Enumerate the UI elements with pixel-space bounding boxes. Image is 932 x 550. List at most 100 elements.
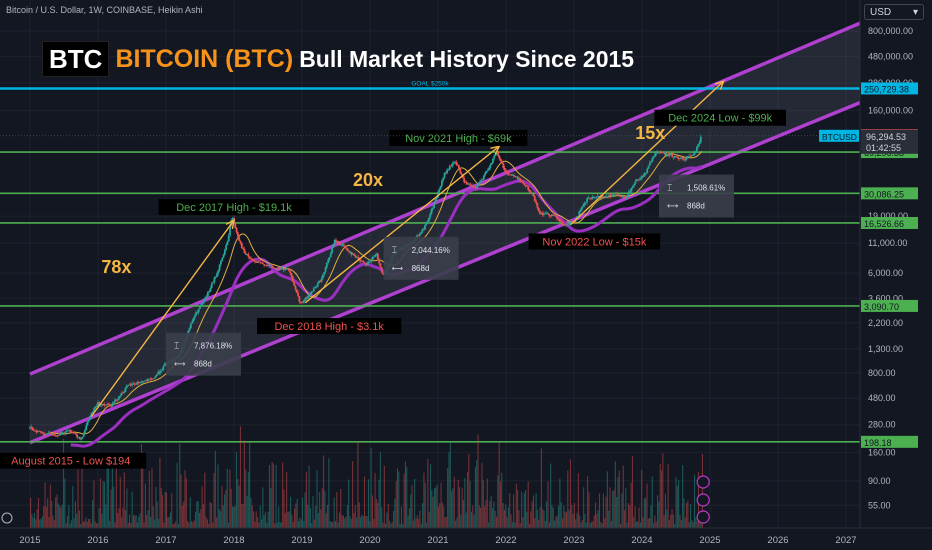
volume-bar <box>642 517 644 528</box>
candle-body <box>320 278 323 282</box>
measure-percent: 7,876.18% <box>194 342 232 351</box>
candle-body <box>70 431 73 433</box>
volume-bar <box>683 498 685 528</box>
candle-body <box>427 217 430 222</box>
candle-body <box>115 399 118 401</box>
candle-body <box>335 239 337 243</box>
volume-bar <box>228 522 230 528</box>
volume-bar <box>600 521 602 528</box>
candle-body <box>332 244 335 248</box>
volume-bar <box>551 505 553 528</box>
volume-bar <box>601 523 603 528</box>
volume-bar <box>403 474 405 528</box>
volume-bar <box>587 476 589 528</box>
price-tag <box>861 216 918 229</box>
candle-body <box>480 180 483 182</box>
candle-body <box>582 205 585 208</box>
volume-bar <box>583 487 585 528</box>
volume-bar <box>78 510 80 528</box>
volume-bar <box>472 505 474 528</box>
volume-bar <box>360 517 362 528</box>
candle-body <box>541 212 544 216</box>
volume-bar <box>664 493 667 528</box>
volume-bar <box>179 443 181 528</box>
volume-bar <box>431 490 433 528</box>
volume-bar <box>410 494 412 528</box>
candle-body <box>499 159 502 162</box>
candle-body <box>468 183 471 185</box>
volume-bar <box>447 468 449 528</box>
volume-bar <box>449 441 451 528</box>
chart-title: BTC BITCOIN (BTC) Bull Market History Si… <box>42 41 634 77</box>
volume-bar <box>443 506 445 528</box>
volume-bar <box>132 515 135 528</box>
volume-bar <box>422 503 424 528</box>
volume-bar <box>41 516 43 528</box>
volume-bar <box>191 521 193 528</box>
candle-body <box>57 435 60 437</box>
measure-days: 868d <box>412 264 430 273</box>
event-flash-icon[interactable] <box>696 493 710 507</box>
candle-body <box>278 268 281 270</box>
volume-bar <box>121 517 123 528</box>
volume-bar <box>385 523 387 528</box>
multiplier-label: 20x <box>353 170 383 190</box>
measure-range-icon: ⌶ <box>667 183 672 193</box>
candle-body <box>111 403 114 407</box>
volume-bar <box>86 521 88 528</box>
volume-bar <box>373 519 375 528</box>
candle-body <box>348 250 350 253</box>
candle-body <box>481 179 484 181</box>
candle-body <box>489 164 492 168</box>
event-flag-icon[interactable] <box>696 510 710 524</box>
volume-bar <box>96 523 98 528</box>
candle-body <box>526 185 528 187</box>
volume-bar <box>352 461 354 528</box>
volume-bar <box>258 522 260 528</box>
candle-body <box>322 274 324 279</box>
candle-body <box>376 253 379 260</box>
volume-bar <box>123 472 125 528</box>
candle-body <box>586 198 588 203</box>
candle-body <box>490 163 493 165</box>
currency-selector[interactable]: USD ▾ <box>864 4 924 20</box>
volume-bar <box>245 469 247 528</box>
candle-body <box>567 224 570 226</box>
volume-bar <box>84 521 86 528</box>
channel-upper-line <box>29 15 874 376</box>
candle-body <box>566 224 569 226</box>
growth-arrow <box>304 145 500 304</box>
candle-body <box>250 257 252 260</box>
volume-bar <box>492 508 494 528</box>
price-axis-tick-label: 3,600.00 <box>868 293 903 303</box>
candle-body <box>507 173 510 175</box>
volume-bar <box>146 514 148 528</box>
candle-body <box>543 213 545 216</box>
candle-body <box>503 167 506 171</box>
volume-bar <box>43 506 45 528</box>
candle-body <box>65 430 68 433</box>
volume-bar <box>63 438 65 528</box>
volume-bar <box>393 510 395 528</box>
price-axis-tick-label: 90.00 <box>868 476 891 486</box>
volume-bar <box>540 448 542 528</box>
candle-body <box>424 225 426 230</box>
event-plus-icon[interactable] <box>696 475 710 489</box>
volume-bar <box>349 516 351 528</box>
annotation-box <box>0 452 147 469</box>
volume-bar <box>459 487 461 528</box>
candle-body <box>494 153 497 156</box>
candle-body <box>626 195 629 198</box>
volume-bar <box>481 462 483 528</box>
volume-bar <box>495 516 498 528</box>
candle-body <box>327 259 330 263</box>
candle-body <box>435 197 438 200</box>
volume-bar <box>327 504 329 528</box>
volume-bar <box>559 478 561 528</box>
volume-bar <box>163 522 165 528</box>
volume-bar <box>251 505 253 528</box>
annotation-box <box>654 109 786 126</box>
volume-bar <box>346 505 348 528</box>
volume-bar <box>528 523 531 528</box>
